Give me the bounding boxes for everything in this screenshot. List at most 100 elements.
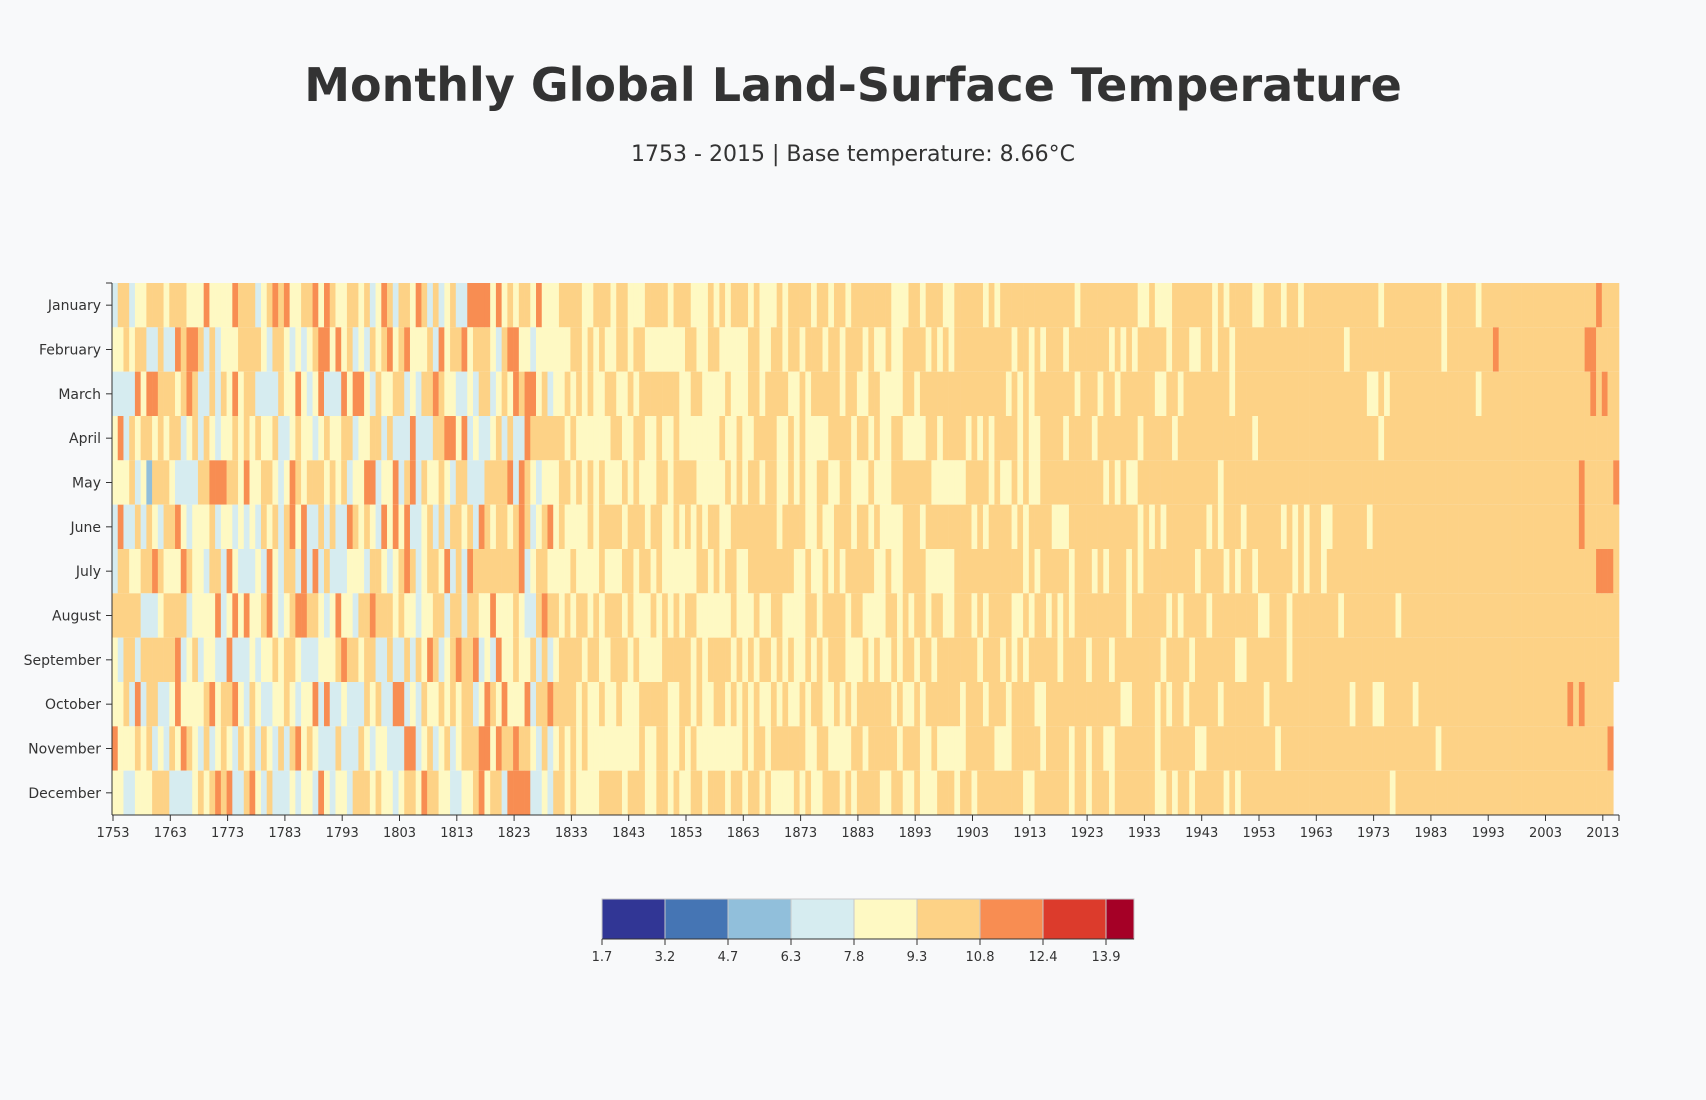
- heatmap-cell: [564, 371, 571, 416]
- heatmap-cell: [742, 504, 749, 549]
- heatmap-cell: [450, 726, 457, 771]
- heatmap-cell: [1538, 327, 1545, 372]
- heatmap-cell: [1326, 283, 1333, 328]
- heatmap-cell: [301, 327, 308, 372]
- heatmap-cell: [289, 460, 296, 505]
- heatmap-cell: [495, 283, 502, 328]
- heatmap-cell: [725, 549, 732, 594]
- heatmap-cell: [1240, 593, 1247, 638]
- heatmap-cell: [977, 637, 984, 682]
- heatmap-cell: [1028, 504, 1035, 549]
- heatmap-cell: [346, 593, 353, 638]
- heatmap-cell: [1034, 726, 1041, 771]
- heatmap-cell: [948, 416, 955, 461]
- heatmap-cell: [123, 283, 130, 328]
- heatmap-cell: [243, 682, 250, 727]
- heatmap-cell: [1011, 549, 1018, 594]
- heatmap-cell: [851, 460, 858, 505]
- heatmap-cell: [289, 682, 296, 727]
- heatmap-cell: [472, 770, 480, 815]
- heatmap-cell: [965, 770, 972, 815]
- heatmap-cell: [1309, 460, 1316, 505]
- heatmap-cell: [1275, 549, 1282, 594]
- heatmap-cell: [1005, 327, 1012, 372]
- heatmap-cell: [283, 549, 290, 594]
- heatmap-cell: [1470, 460, 1477, 505]
- heatmap-cell: [1470, 283, 1477, 328]
- heatmap-cell: [1361, 726, 1368, 771]
- heatmap-cell: [1005, 770, 1012, 815]
- heatmap-cell: [278, 637, 285, 682]
- heatmap-cell: [1137, 549, 1144, 594]
- heatmap-cell: [1601, 283, 1608, 328]
- heatmap-cell: [1154, 327, 1161, 372]
- heatmap-cell: [662, 327, 669, 372]
- heatmap-cell: [1475, 593, 1482, 638]
- heatmap-cell: [667, 371, 674, 416]
- heatmap-cell: [1584, 283, 1591, 328]
- heatmap-cell: [1309, 549, 1316, 594]
- heatmap-cell: [1235, 504, 1242, 549]
- heatmap-cell: [1389, 770, 1396, 815]
- heatmap-cell: [851, 549, 858, 594]
- heatmap-cell: [988, 726, 995, 771]
- heatmap-cell: [1332, 593, 1339, 638]
- heatmap-cell: [937, 416, 944, 461]
- heatmap-cell: [346, 327, 353, 372]
- heatmap-cell: [805, 593, 812, 638]
- heatmap-cell: [1435, 770, 1442, 815]
- heatmap-cell: [610, 283, 617, 328]
- heatmap-cell: [1011, 371, 1018, 416]
- heatmap-cell: [444, 460, 451, 505]
- heatmap-cell: [1280, 726, 1287, 771]
- heatmap-cell: [1573, 504, 1580, 549]
- heatmap-cell: [1578, 637, 1585, 682]
- heatmap-cell: [1000, 637, 1007, 682]
- heatmap-cell: [759, 637, 766, 682]
- heatmap-cell: [398, 637, 405, 682]
- heatmap-cell: [639, 637, 646, 682]
- heatmap-cell: [1498, 504, 1505, 549]
- heatmap-cell: [719, 593, 726, 638]
- heatmap-cell: [931, 726, 938, 771]
- heatmap-cell: [639, 682, 646, 727]
- heatmap-cell: [1109, 770, 1116, 815]
- heatmap-cell: [1046, 416, 1053, 461]
- heatmap-cell: [1555, 593, 1562, 638]
- heatmap-cell: [811, 770, 818, 815]
- heatmap-cell: [1212, 416, 1219, 461]
- heatmap-cell: [421, 549, 428, 594]
- heatmap-cell: [1126, 637, 1133, 682]
- heatmap-cell: [1263, 770, 1270, 815]
- heatmap-cell: [897, 682, 904, 727]
- heatmap-cell: [828, 549, 835, 594]
- heatmap-cell: [318, 726, 325, 771]
- heatmap-cell: [232, 637, 239, 682]
- heatmap-cell: [152, 371, 159, 416]
- heatmap-cell: [1349, 416, 1356, 461]
- heatmap-cell: [1000, 770, 1007, 815]
- heatmap-cell: [495, 637, 502, 682]
- heatmap-cell: [518, 593, 525, 638]
- heatmap-cell: [1252, 416, 1259, 461]
- heatmap-cell: [278, 593, 285, 638]
- heatmap-cell: [495, 726, 502, 771]
- heatmap-cell: [1584, 504, 1591, 549]
- heatmap-cell: [1584, 549, 1591, 594]
- heatmap-cell: [1172, 283, 1179, 328]
- heatmap-cell: [1183, 726, 1190, 771]
- heatmap-cell: [788, 726, 795, 771]
- heatmap-cell: [1389, 416, 1396, 461]
- heatmap-cell: [742, 593, 749, 638]
- heatmap-cell: [902, 726, 909, 771]
- heatmap-cell: [931, 283, 938, 328]
- heatmap-cell: [536, 637, 543, 682]
- heatmap-cell: [1149, 770, 1156, 815]
- heatmap-cell: [788, 504, 795, 549]
- heatmap-cell: [960, 504, 967, 549]
- heatmap-cell: [1160, 682, 1167, 727]
- heatmap-cell: [1028, 283, 1035, 328]
- heatmap-cell: [581, 682, 588, 727]
- heatmap-cell: [513, 327, 520, 372]
- heatmap-cell: [1235, 283, 1242, 328]
